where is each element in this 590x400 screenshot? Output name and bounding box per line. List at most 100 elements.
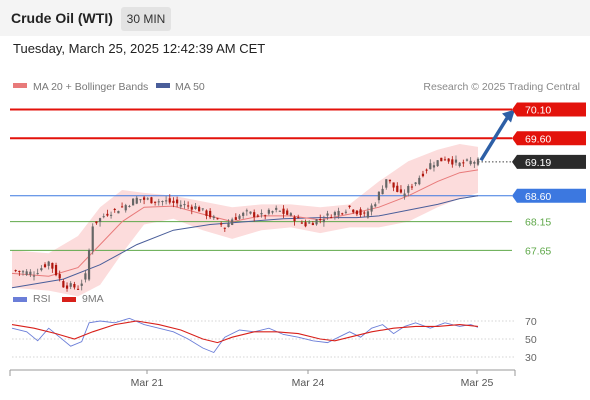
candle-body: [227, 223, 230, 228]
candle-body: [359, 209, 362, 216]
candle-body: [355, 210, 359, 215]
candle-body: [58, 274, 61, 279]
candle-body: [187, 205, 190, 207]
level-label-69-60: 69.60: [525, 133, 551, 145]
candle-body: [29, 271, 32, 275]
candle-body: [135, 197, 138, 204]
candle-body: [315, 219, 318, 225]
candle-body: [21, 271, 25, 273]
timeframe-badge[interactable]: 30 MIN: [121, 7, 171, 31]
copyright-text: Research © 2025 Trading Central: [423, 81, 580, 93]
x-tick-label: Mar 24: [292, 377, 325, 389]
candle-body: [120, 206, 124, 208]
candle-body: [271, 211, 274, 213]
candle-body: [352, 209, 355, 213]
level-label-70-10: 70.10: [525, 105, 551, 117]
candle-body: [238, 215, 241, 219]
chart-header: Crude Oil (WTI) 30 MIN: [0, 0, 590, 36]
ma50-legend-label: MA 50: [175, 81, 205, 93]
rsi-ma-line: [11, 320, 479, 344]
level-label-68-15: 68.15: [525, 217, 551, 229]
candle-body: [146, 198, 149, 200]
candle-body: [333, 212, 336, 216]
ma20-line: [11, 169, 479, 277]
candle-body: [234, 217, 237, 220]
level-label-68-60: 68.60: [525, 191, 551, 203]
rsi-legend-swatch: [13, 297, 27, 302]
candle-body: [377, 191, 381, 201]
candle-body: [91, 226, 94, 252]
candle-body: [109, 214, 113, 216]
candle-body: [473, 162, 476, 164]
candle-body: [476, 158, 480, 165]
candle-body: [366, 211, 370, 218]
candle-body: [330, 217, 333, 219]
candle-body: [436, 160, 439, 167]
candle-body: [289, 213, 292, 216]
candle-body: [407, 186, 410, 193]
candle-body: [447, 158, 450, 162]
candle-body: [278, 210, 281, 212]
candle-body: [410, 186, 414, 188]
candle-body: [40, 268, 43, 271]
candle-body: [286, 210, 289, 215]
candle-body: [443, 159, 447, 161]
candle-body: [106, 213, 109, 216]
candle-body: [51, 262, 54, 269]
ma50-legend-swatch: [156, 83, 170, 88]
candle-body: [399, 189, 403, 193]
candle-body: [139, 199, 142, 201]
x-tick-label: Mar 21: [131, 377, 164, 389]
candle-body: [179, 204, 182, 207]
candle-body: [451, 159, 454, 165]
candle-body: [124, 205, 127, 211]
candle-body: [62, 281, 65, 288]
candle-body: [341, 213, 344, 215]
candle-body: [385, 179, 388, 188]
candle-body: [374, 204, 377, 207]
candle-body: [363, 212, 366, 214]
candle-body: [113, 209, 116, 211]
candle-body: [76, 288, 80, 290]
candle-body: [249, 211, 252, 214]
candle-body: [337, 210, 340, 216]
report-datetime: Tuesday, March 25, 2025 12:42:39 AM CET: [13, 41, 266, 56]
ma20-legend-label: MA 20 + Bollinger Bands: [33, 81, 148, 93]
instrument-title: Crude Oil (WTI): [11, 10, 113, 26]
candle-body: [421, 173, 425, 177]
candle-body: [69, 283, 72, 287]
candle-body: [465, 159, 469, 161]
candle-body: [36, 273, 39, 275]
rsi-legend-label: RSI: [33, 293, 51, 305]
candle-body: [117, 210, 120, 214]
candle-body: [190, 206, 193, 210]
candle-body: [154, 201, 157, 203]
candle-body: [308, 222, 311, 224]
candle-body: [201, 208, 204, 210]
candle-body: [326, 213, 329, 216]
candle-body: [18, 270, 21, 272]
candle-body: [25, 271, 28, 275]
candle-body: [183, 204, 186, 206]
ma20-legend-swatch: [13, 83, 27, 88]
candle-body: [54, 264, 58, 276]
candle-body: [32, 275, 36, 277]
candle-body: [469, 160, 472, 165]
candle-body: [381, 188, 384, 195]
candle-body: [322, 219, 325, 223]
level-tag-69-19: [512, 154, 586, 169]
candle-body: [194, 206, 197, 209]
candle-body: [47, 261, 50, 266]
ma50-line: [11, 195, 479, 289]
candle-body: [403, 193, 406, 197]
candle-body: [319, 219, 322, 221]
candle-body: [165, 200, 168, 202]
level-tag-69-60: [512, 131, 586, 146]
candle-body: [14, 270, 17, 272]
candle-body: [245, 210, 248, 212]
candle-body: [454, 159, 458, 163]
candle-body: [458, 162, 461, 167]
rsi-tick-30: 30: [525, 352, 537, 364]
candle-body: [253, 212, 256, 217]
